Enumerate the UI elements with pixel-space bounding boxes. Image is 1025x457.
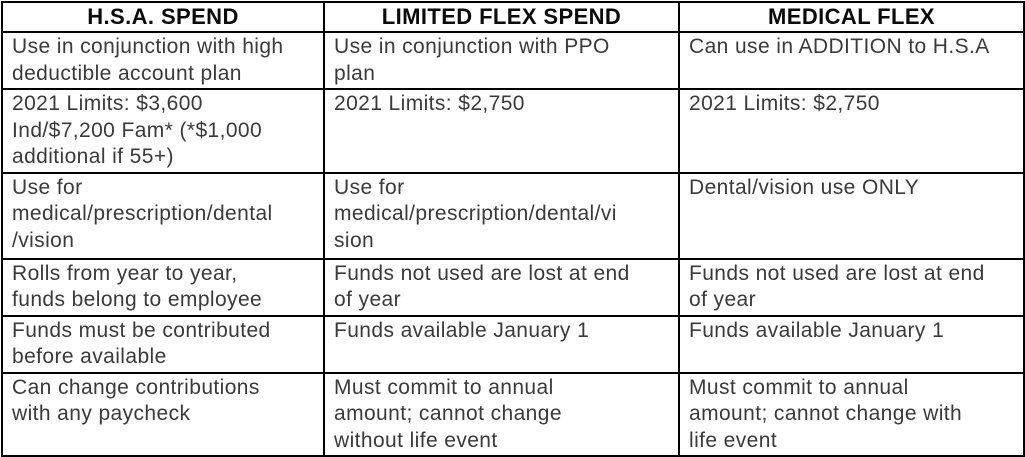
table-cell: 2021 Limits: $3,600 Ind/$7,200 Fam* (*$1…: [1, 88, 325, 174]
table-cell: Use for medical/prescription/dental/vi s…: [323, 171, 680, 260]
column-header-limited-flex-spend: LIMITED FLEX SPEND: [323, 1, 680, 33]
table-cell: 2021 Limits: $2,750: [678, 88, 1025, 174]
table-cell: Funds available January 1: [678, 314, 1025, 374]
table-cell: Funds not used are lost at end of year: [678, 257, 1025, 317]
table-cell: 2021 Limits: $2,750: [323, 88, 680, 174]
table-cell: Can change contributions with any payche…: [1, 371, 325, 457]
table-cell: Can use in ADDITION to H.S.A: [678, 31, 1025, 90]
table-cell: Dental/vision use ONLY: [678, 171, 1025, 260]
table-cell: Use for medical/prescription/dental /vis…: [1, 171, 325, 260]
table-cell: Funds available January 1: [323, 314, 680, 374]
table-cell: Use in conjunction with high deductible …: [1, 31, 325, 90]
table-cell: Funds must be contributed before availab…: [1, 314, 325, 374]
table-row-rollover: Rolls from year to year, funds belong to…: [1, 257, 1025, 317]
table-cell: Must commit to annual amount; cannot cha…: [678, 371, 1025, 457]
column-header-hsa-spend: H.S.A. SPEND: [1, 1, 325, 33]
table-row-conjunction: Use in conjunction with high deductible …: [1, 31, 1025, 90]
table-row-usage: Use for medical/prescription/dental /vis…: [1, 171, 1025, 260]
table-row-limits: 2021 Limits: $3,600 Ind/$7,200 Fam* (*$1…: [1, 88, 1025, 174]
table-cell: Rolls from year to year, funds belong to…: [1, 257, 325, 317]
table-row-availability: Funds must be contributed before availab…: [1, 314, 1025, 374]
table-row-changes: Can change contributions with any payche…: [1, 371, 1025, 457]
column-header-medical-flex: MEDICAL FLEX: [678, 1, 1025, 33]
table-cell: Must commit to annual amount; cannot cha…: [323, 371, 680, 457]
table-cell: Use in conjunction with PPO plan: [323, 31, 680, 90]
table-cell: Funds not used are lost at end of year: [323, 257, 680, 317]
table-header-row: H.S.A. SPEND LIMITED FLEX SPEND MEDICAL …: [1, 1, 1025, 33]
